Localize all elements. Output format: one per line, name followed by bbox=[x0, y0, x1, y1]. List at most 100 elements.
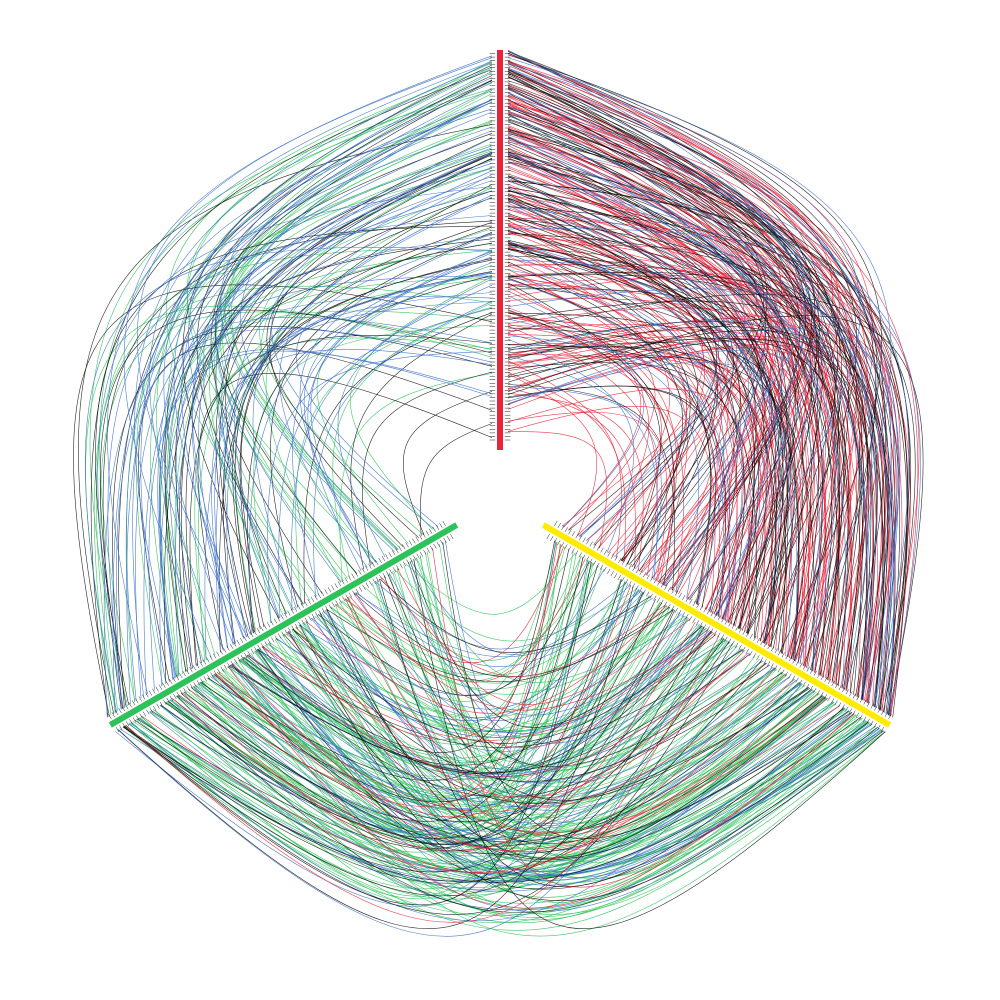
node-tick bbox=[845, 689, 849, 695]
edge-top-to-right-dark bbox=[507, 344, 757, 638]
node-tick bbox=[139, 713, 143, 719]
edge-left-to-right-green bbox=[214, 638, 725, 830]
node-tick bbox=[632, 566, 636, 572]
edge-left-to-right-green bbox=[303, 622, 827, 827]
node-tick bbox=[398, 546, 402, 552]
node-tick bbox=[888, 713, 892, 719]
node-tick bbox=[717, 615, 721, 621]
node-tick bbox=[273, 618, 278, 624]
node-tick bbox=[578, 535, 583, 541]
edge-top-to-left-blue bbox=[267, 351, 493, 624]
node-tick bbox=[351, 573, 355, 579]
edge-top-to-left-dark bbox=[402, 391, 493, 535]
node-tick bbox=[614, 555, 618, 561]
edge-top-to-left-blue bbox=[198, 176, 493, 644]
edge-left-to-right-green bbox=[175, 690, 816, 875]
edge-left-to-right-dark bbox=[191, 630, 712, 822]
node-tick bbox=[788, 673, 792, 679]
edge-left-to-right-green bbox=[295, 546, 566, 726]
node-tick bbox=[152, 705, 157, 711]
edge-top-to-right-dark bbox=[507, 385, 727, 617]
axes-layer bbox=[108, 50, 892, 728]
node-tick bbox=[141, 694, 146, 700]
edge-top-to-right bbox=[507, 347, 874, 703]
edge-top-to-left-blue bbox=[191, 163, 493, 639]
node-tick bbox=[240, 654, 245, 661]
node-tick bbox=[674, 590, 679, 596]
node-tick bbox=[297, 604, 301, 610]
edge-top-to-right bbox=[507, 310, 674, 584]
edge-left-to-right-blue bbox=[298, 569, 605, 696]
edge-top-to-right-dark bbox=[507, 180, 910, 710]
node-tick bbox=[600, 547, 604, 553]
edge-top-to-right-dark bbox=[507, 156, 896, 711]
edge-top-to-right bbox=[507, 242, 782, 650]
edge-left-to-right-green bbox=[153, 701, 835, 869]
edge-left-to-right-dark bbox=[183, 681, 800, 847]
edge-left-to-right-dark bbox=[124, 660, 762, 882]
node-tick bbox=[423, 549, 427, 555]
node-tick bbox=[638, 587, 643, 593]
edge-left-to-right-blue bbox=[231, 663, 882, 912]
edge-top-to-left-blue bbox=[103, 316, 493, 718]
node-tick bbox=[391, 550, 396, 556]
edge-left-to-right-dark bbox=[177, 557, 584, 822]
node-tick bbox=[108, 713, 112, 720]
node-tick bbox=[149, 707, 153, 713]
node-tick bbox=[791, 675, 796, 681]
edge-top-to-right bbox=[507, 388, 751, 629]
edge-left-to-right-green bbox=[392, 571, 817, 847]
edge-top-to-right-dark bbox=[507, 176, 786, 654]
edge-left-to-right-red bbox=[182, 667, 776, 874]
edge-left-to-right-dark bbox=[243, 631, 713, 775]
edge-left-to-right-dark bbox=[413, 558, 886, 929]
node-tick bbox=[856, 695, 860, 701]
edge-top-to-right-dark bbox=[507, 315, 924, 716]
node-tick bbox=[369, 580, 373, 586]
node-tick bbox=[152, 688, 156, 694]
node-tick bbox=[653, 595, 657, 601]
node-tick bbox=[446, 535, 451, 542]
edge-top-to-right-blue bbox=[507, 141, 909, 709]
node-tick bbox=[770, 663, 774, 669]
node-tick bbox=[599, 564, 604, 570]
edge-top-to-right-dark bbox=[507, 312, 712, 605]
edge-top-to-right-blue bbox=[507, 328, 900, 704]
edge-top-to-right-blue bbox=[507, 153, 847, 689]
node-tick bbox=[352, 590, 356, 596]
node-tick bbox=[114, 709, 119, 716]
edge-top-to-right-dark bbox=[507, 362, 745, 625]
node-tick bbox=[688, 616, 693, 622]
edge-top-to-right bbox=[507, 234, 852, 681]
edge-top-to-left-blue bbox=[215, 272, 493, 653]
edge-top-to-left-blue bbox=[292, 250, 493, 596]
axis-right bbox=[541, 522, 892, 728]
node-tick bbox=[246, 633, 250, 640]
node-tick bbox=[841, 704, 845, 710]
node-tick bbox=[781, 652, 785, 658]
edge-top-to-left-blue bbox=[97, 186, 493, 709]
node-tick bbox=[678, 592, 682, 598]
edge-top-to-right-dark bbox=[507, 142, 819, 663]
edge-left-to-right-blue bbox=[169, 676, 791, 832]
edge-top-to-left-blue bbox=[234, 170, 493, 619]
edge-top-to-right bbox=[507, 318, 773, 645]
edge-left-to-right-red bbox=[355, 592, 715, 748]
node-tick bbox=[173, 693, 177, 700]
edge-top-to-left-green bbox=[295, 306, 493, 606]
edge-top-to-right-dark bbox=[507, 282, 675, 586]
edge-top-to-right-dark bbox=[507, 255, 846, 673]
node-tick bbox=[185, 669, 190, 675]
node-tick bbox=[165, 680, 169, 686]
edge-top-to-left-blue bbox=[112, 101, 493, 714]
node-tick bbox=[163, 699, 167, 705]
edge-left-to-right-green bbox=[242, 601, 661, 763]
edge-top-to-left-green bbox=[89, 88, 493, 706]
node-tick bbox=[639, 570, 643, 576]
node-tick bbox=[386, 571, 390, 577]
node-tick bbox=[307, 598, 311, 604]
edge-top-to-right-dark bbox=[507, 51, 816, 587]
node-tick bbox=[175, 674, 180, 681]
edge-left-to-right-green bbox=[335, 604, 861, 903]
edge-left-to-right-green bbox=[419, 555, 809, 842]
